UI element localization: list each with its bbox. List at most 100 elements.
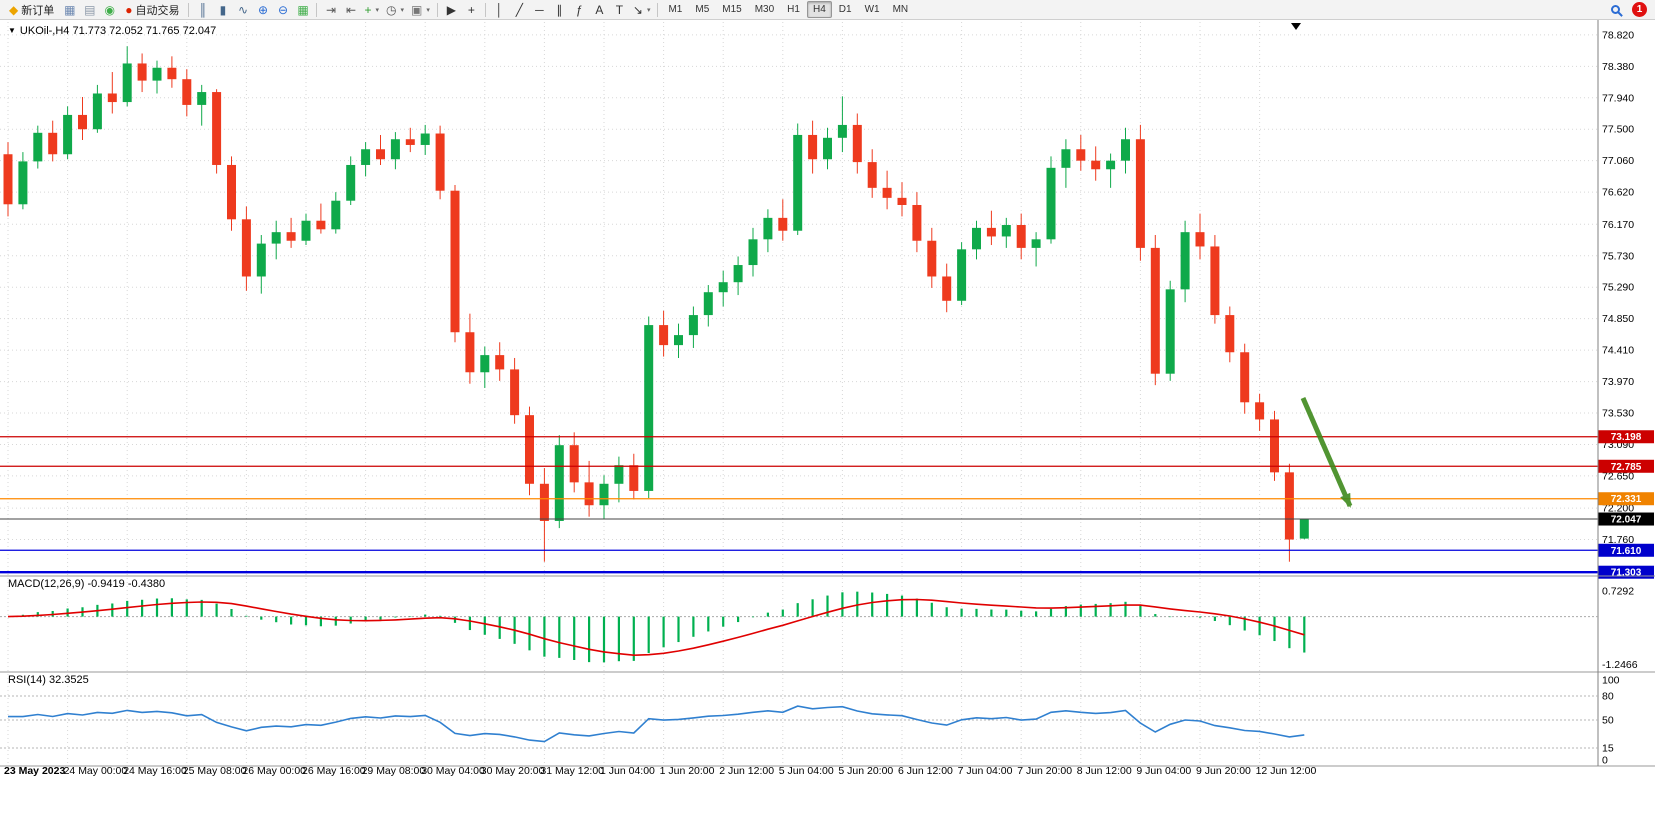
timeframe-w1-button[interactable]: W1 [864,4,880,15]
text-label-icon[interactable]: T [610,1,629,19]
price-axis-label: 77.940 [1602,92,1634,104]
tile-windows-icon[interactable]: ▦ [293,1,312,19]
trendline-icon[interactable]: ╱ [510,1,529,19]
text-icon[interactable]: A [590,1,609,19]
candle-body [152,67,162,81]
search-button[interactable] [1608,1,1627,19]
zoom-in-icon[interactable]: ⊕ [253,1,272,19]
candle-body [584,482,594,506]
time-marker-icon [1291,23,1301,30]
rsi-axis-label: 50 [1602,715,1614,727]
chart-shift-icon[interactable]: ⇤ [341,1,360,19]
timeframe-m15-button[interactable]: M15 [722,4,742,15]
candle-body [256,243,266,277]
candles [3,46,1309,562]
indicators-icon[interactable]: + ▾ [361,1,382,19]
notification-badge[interactable]: 1 [1632,2,1647,17]
candle-body [1299,519,1309,539]
candle-body [718,282,728,293]
line-chart-icon[interactable]: ∿ [233,1,252,19]
time-axis-label: 25 May 08:00 [183,765,247,777]
crosshair-icon[interactable]: + [462,1,481,19]
price-tag [1598,492,1654,506]
vertical-line-icon[interactable]: │ [490,1,509,19]
candle-body [1031,239,1041,248]
candle-body [733,265,743,283]
price-tag [1598,543,1654,557]
timeframe-h1-button[interactable]: H1 [787,4,800,15]
candle-body [659,325,669,346]
candle-body [390,139,400,160]
timeframe-m5-button[interactable]: M5 [695,4,710,15]
time-axis-label: 8 Jun 12:00 [1077,765,1132,777]
chart-canvas[interactable]: 78.820 78.380 77.940 77.500 77.060 76.620 76.1… [0,20,1655,827]
time-axis-label: 26 May 00:00 [242,765,306,777]
timeframe-m30-button[interactable]: M30 [754,4,775,15]
periods-icon[interactable]: ◷ ▾ [383,1,407,19]
candle-body [361,149,371,165]
price-axis-label: 72.200 [1602,503,1634,515]
price-axis[interactable]: 78.820 78.380 77.940 77.500 77.060 76.620 76.1… [1598,29,1654,767]
candle-body [33,132,43,162]
bar-chart-icon[interactable]: ║ [193,1,212,19]
timeframe-m1-button[interactable]: M1 [668,4,683,15]
zoom-out-icon-glyph: ⊖ [277,2,289,17]
candle-body [271,232,281,244]
candle-body [1255,402,1265,420]
time-axis-label: 5 Jun 04:00 [779,765,834,777]
candle-body [897,197,907,205]
candlestick-chart-icon[interactable]: ▮ [213,1,232,19]
cursor-icon[interactable]: ▶ [442,1,461,19]
toolbar-separator [657,2,659,17]
candle-body [882,187,892,198]
price-tag [1598,459,1654,473]
equidistant-channel-icon[interactable]: ∥ [550,1,569,19]
price-tag-label: 72.785 [1611,462,1642,473]
candle-body [212,92,222,165]
timeframe-mn-button[interactable]: MN [892,4,909,15]
candle-body [197,92,207,105]
candle-body [331,200,341,230]
time-axis-label: 23 May 2023 [4,765,65,777]
timeframe-d1-button[interactable]: D1 [838,4,852,15]
profiles-icon[interactable]: ▤ [80,1,99,19]
rsi-axis-label: 0 [1602,755,1608,767]
cursor-icon-glyph: ▶ [446,2,456,17]
new-order-button[interactable]: ◆ 新订单 [4,1,59,19]
candle-body [644,325,654,491]
price-axis-label: 74.410 [1602,345,1634,357]
horizontal-line-icon[interactable]: ─ [530,1,549,19]
arrows-icon[interactable]: ↘ ▾ [630,1,654,19]
autotrading-glyph: ● [125,2,133,17]
horizontal-lines[interactable] [0,436,1598,574]
chart-dropdown-icon[interactable]: ▼ [8,26,16,35]
time-axis-label: 2 Jun 12:00 [719,765,774,777]
candle-body [629,465,639,491]
candle-body [1076,149,1086,161]
candle-body [1210,246,1220,316]
time-axis-label: 31 May 12:00 [540,765,604,777]
zoom-out-icon[interactable]: ⊖ [273,1,292,19]
candle-body [867,162,877,188]
toolbar-separator [188,2,190,17]
price-axis-label: 73.530 [1602,408,1634,420]
timeframe-h4-button[interactable]: H4 [806,1,832,18]
autotrading-button[interactable]: ● 自动交易 [120,1,184,19]
candle-body [763,217,773,240]
fibonacci-icon[interactable]: ƒ [570,1,589,19]
macd-axis-label: 0.7292 [1602,586,1634,598]
candle-body [1061,149,1071,168]
price-axis-label: 71.760 [1602,534,1634,546]
candle-body [92,93,102,130]
price-axis-label: 73.970 [1602,376,1634,388]
templates-icon[interactable]: ▣ ▾ [408,1,433,19]
periods-icon-glyph: ◷ [386,2,397,17]
rsi-line[interactable] [8,705,1305,743]
charts-icon[interactable]: ▦ [60,1,79,19]
auto-scroll-icon[interactable]: ⇥ [321,1,340,19]
trend-arrow[interactable] [1300,397,1353,508]
price-axis-label: 77.500 [1602,124,1634,136]
signals-icon[interactable]: ◉ [100,1,119,19]
time-axis-label: 9 Jun 20:00 [1196,765,1251,777]
